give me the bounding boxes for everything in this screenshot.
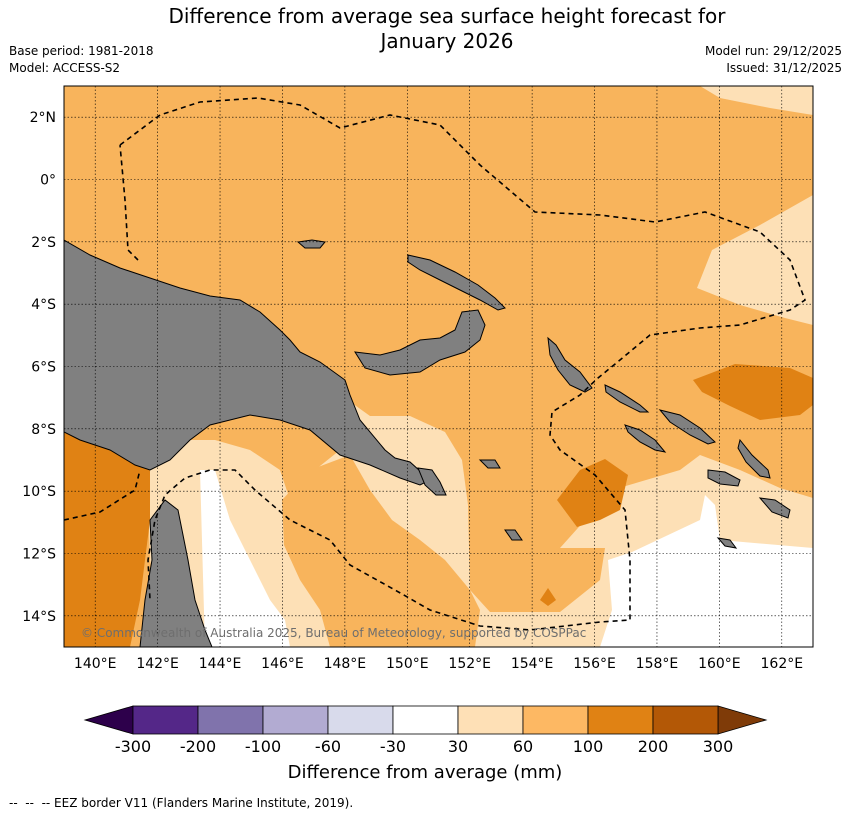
colorbar-segment	[197, 705, 264, 735]
band-100-200-east	[693, 364, 813, 420]
map-frame	[63, 85, 814, 648]
band-100-200-solomon	[557, 459, 628, 527]
lat-tick-label: 4°S	[31, 297, 56, 313]
lon-tick-label: 160°E	[698, 656, 741, 672]
band-neutral-south-east	[600, 495, 813, 647]
title-line-2: January 2026	[380, 29, 514, 53]
copyright-credit: © Commonwealth of Australia 2025, Bureau…	[81, 626, 586, 640]
land-makira	[737, 438, 771, 479]
land-louisiade	[504, 529, 523, 541]
band-100-200-gulf	[64, 430, 150, 647]
lat-tick-label: 0°	[40, 173, 56, 189]
lon-labels: 140°E 142°E 144°E 146°E 148°E 150°E 152°E 154°E…	[74, 656, 803, 672]
land-guadalcanal	[624, 424, 667, 453]
colorbar-segment	[392, 705, 459, 735]
colorbar-segment	[522, 705, 589, 735]
colorbar-over-extension	[717, 705, 768, 735]
colorbar-tick-label: 60	[513, 737, 533, 756]
colorbar-segment	[587, 705, 654, 735]
lat-labels: 2°N 0° 2°S 4°S 6°S 8°S 10°S 12°S 14°S	[22, 110, 56, 625]
eez-legend-note: -- -- -- EEZ border V11 (Flanders Marine…	[9, 796, 354, 810]
colorbar-tick-label: 300	[703, 737, 734, 756]
land-manus	[296, 239, 326, 249]
lon-tick-label: 144°E	[199, 656, 242, 672]
meta-left: Base period: 1981-2018 Model: ACCESS-S2	[9, 43, 154, 77]
lat-tick-label: 2°N	[30, 110, 56, 126]
colorbar-segment	[262, 705, 329, 735]
lon-tick-label: 142°E	[136, 656, 179, 672]
colorbar-tick-label: 100	[573, 737, 604, 756]
colorbar-title: Difference from average (mm)	[288, 762, 563, 783]
band-30-60-north	[700, 86, 813, 115]
colorbar-tick-label: -300	[115, 737, 151, 756]
lat-tick-label: 6°S	[31, 360, 56, 376]
chart-title: Difference from average sea surface heig…	[0, 4, 850, 54]
lon-tick-label: 158°E	[636, 656, 679, 672]
base-period: Base period: 1981-2018	[9, 44, 154, 58]
colorbar-segment	[652, 705, 719, 735]
land-bougainville	[547, 336, 593, 393]
colorbar-tick-label: -60	[315, 737, 341, 756]
lat-tick-label: 8°S	[31, 422, 56, 438]
model-run: Model run: 29/12/2025	[704, 44, 842, 58]
land-choiseul	[604, 384, 650, 413]
lat-tick-label: 2°S	[31, 235, 56, 251]
land-santa-cruz	[758, 497, 791, 519]
land-small-east	[716, 537, 738, 549]
lon-tick-label: 140°E	[74, 656, 117, 672]
colorbar-tick-label: 30	[448, 737, 468, 756]
lon-tick-label: 146°E	[261, 656, 304, 672]
colorbar-tick-label: -30	[380, 737, 406, 756]
lon-tick-label: 156°E	[573, 656, 616, 672]
colorbar-segment	[327, 705, 394, 735]
colorbar-tick-label: 200	[638, 737, 669, 756]
lat-tick-label: 10°S	[22, 484, 56, 500]
model-name: Model: ACCESS-S2	[9, 61, 121, 75]
lat-tick-label: 12°S	[22, 547, 56, 563]
band-30-60-east	[697, 195, 813, 325]
land-d-entrecasteaux	[417, 467, 447, 496]
colorbar-under-extension	[83, 705, 134, 735]
lat-tick-label: 14°S	[22, 609, 56, 625]
land-trobriand	[478, 459, 501, 469]
colorbar-tick-label: -100	[245, 737, 281, 756]
lon-tick-label: 150°E	[386, 656, 429, 672]
colorbar: -300 -200 -100 -60 -30 30 60 100 200 300	[83, 705, 768, 756]
land-malaita	[658, 409, 716, 445]
colorbar-segment	[132, 705, 199, 735]
lon-tick-label: 162°E	[761, 656, 804, 672]
lon-tick-label: 152°E	[448, 656, 491, 672]
colorbar-tick-label: -200	[180, 737, 216, 756]
land-new-britain	[354, 309, 486, 376]
band-neutral-coral-sea	[200, 470, 290, 647]
issued-date: Issued: 31/12/2025	[726, 61, 842, 75]
eez-border	[64, 97, 806, 631]
title-line-1: Difference from average sea surface heig…	[168, 4, 726, 28]
land-new-ireland	[407, 254, 506, 311]
lon-tick-label: 154°E	[511, 656, 554, 672]
gridlines	[64, 86, 813, 647]
band-60-100-tongue	[282, 455, 480, 647]
band-100-200-small	[540, 588, 556, 606]
land-cape-york	[139, 499, 213, 647]
lon-tick-label: 148°E	[324, 656, 367, 672]
meta-right: Model run: 29/12/2025 Issued: 31/12/2025	[705, 43, 842, 77]
land-rennell	[707, 469, 741, 487]
colorbar-segment	[457, 705, 524, 735]
